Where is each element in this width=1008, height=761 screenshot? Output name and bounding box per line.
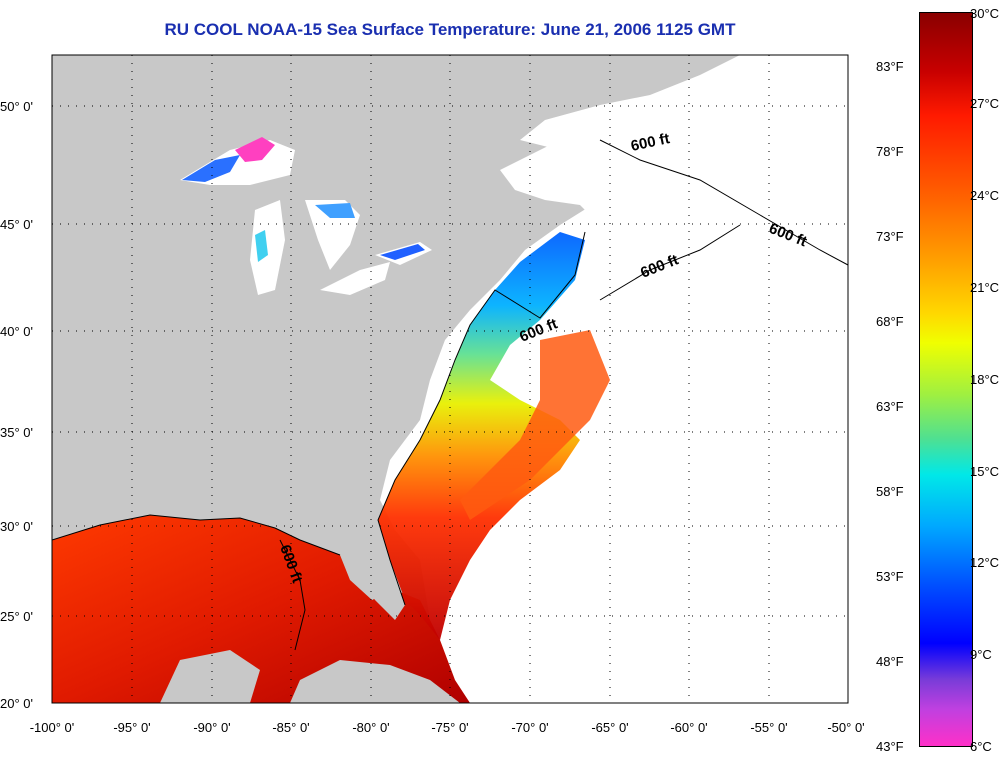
fahrenheit-label: 78°F xyxy=(876,144,904,159)
fahrenheit-label: 53°F xyxy=(876,569,904,584)
celsius-label: 30°C xyxy=(970,6,1000,21)
lake-michigan-sst xyxy=(255,230,268,262)
temperature-colorbar xyxy=(919,12,973,747)
fahrenheit-label: 63°F xyxy=(876,399,904,414)
celsius-label: 6°C xyxy=(970,739,992,754)
atlantic-ocean xyxy=(380,55,848,703)
gulf-stream-sst xyxy=(460,330,610,520)
lat-label: 45° 0' xyxy=(0,217,33,232)
lon-label: -65° 0' xyxy=(591,720,628,735)
longitude-axis: -100° 0' -95° 0' -90° 0' -85° 0' -80° 0'… xyxy=(30,720,865,735)
lon-label: -100° 0' xyxy=(30,720,75,735)
lat-label: 25° 0' xyxy=(0,609,33,624)
lat-label: 30° 0' xyxy=(0,519,33,534)
lat-label: 20° 0' xyxy=(0,696,33,711)
celsius-label: 21°C xyxy=(970,280,1000,295)
lon-label: -55° 0' xyxy=(750,720,787,735)
lake-huron-sst xyxy=(315,203,355,218)
lon-label: -75° 0' xyxy=(431,720,468,735)
gulf-coastline xyxy=(52,514,341,556)
gulf-st-lawrence xyxy=(500,70,800,260)
isobath-600ft-line xyxy=(599,139,848,266)
lake-ontario-sst xyxy=(380,244,425,260)
lon-label: -95° 0' xyxy=(113,720,150,735)
fahrenheit-label: 68°F xyxy=(876,314,904,329)
yucatan xyxy=(160,650,260,703)
lake-superior-sst xyxy=(182,155,240,182)
isobath-600ft-line xyxy=(279,539,306,651)
lon-label: -90° 0' xyxy=(193,720,230,735)
cuba xyxy=(290,660,460,703)
map-title: RU COOL NOAA-15 Sea Surface Temperature:… xyxy=(164,20,736,39)
atlantic-coastal-sst xyxy=(378,232,585,640)
lat-label: 40° 0' xyxy=(0,324,33,339)
lake-superior-cold xyxy=(235,137,275,162)
lat-label: 35° 0' xyxy=(0,425,33,440)
map-frame xyxy=(51,54,849,704)
lon-label: -70° 0' xyxy=(511,720,548,735)
lon-label: -50° 0' xyxy=(827,720,864,735)
latitude-axis: 50° 0' 45° 0' 40° 0' 35° 0' 30° 0' 25° 0… xyxy=(0,99,33,711)
fahrenheit-label: 83°F xyxy=(876,59,904,74)
fahrenheit-label: 43°F xyxy=(876,739,904,754)
fahrenheit-label: 58°F xyxy=(876,484,904,499)
gulf-of-mexico-sst xyxy=(52,515,470,703)
fahrenheit-label: 73°F xyxy=(876,229,904,244)
celsius-label: 24°C xyxy=(970,188,1000,203)
fahrenheit-label: 48°F xyxy=(876,654,904,669)
lon-label: -85° 0' xyxy=(272,720,309,735)
lake-erie xyxy=(320,262,390,295)
celsius-label: 18°C xyxy=(970,372,1000,387)
lat-label: 50° 0' xyxy=(0,99,33,114)
celsius-label: 12°C xyxy=(970,555,1000,570)
celsius-label: 15°C xyxy=(970,464,1000,479)
celsius-label: 27°C xyxy=(970,96,1000,111)
lon-label: -60° 0' xyxy=(670,720,707,735)
isobath-600ft-line xyxy=(599,224,741,301)
celsius-label: 9°C xyxy=(970,647,992,662)
florida xyxy=(340,520,405,620)
lon-label: -80° 0' xyxy=(352,720,389,735)
east-coastline xyxy=(377,231,586,606)
